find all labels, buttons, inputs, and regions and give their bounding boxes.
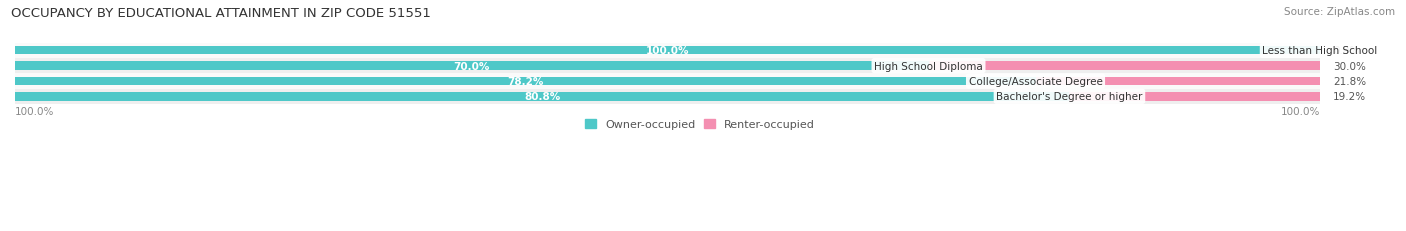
- Text: 0.0%: 0.0%: [1333, 46, 1360, 56]
- Text: 21.8%: 21.8%: [1333, 77, 1367, 87]
- Bar: [15, 47, 1320, 55]
- Text: 70.0%: 70.0%: [454, 61, 489, 71]
- Legend: Owner-occupied, Renter-occupied: Owner-occupied, Renter-occupied: [581, 115, 820, 134]
- Bar: [15, 62, 928, 70]
- Bar: [15, 74, 1320, 89]
- Bar: [928, 62, 1320, 70]
- Text: College/Associate Degree: College/Associate Degree: [969, 77, 1102, 87]
- Bar: [15, 93, 1070, 101]
- Bar: [1070, 93, 1320, 101]
- Text: 100.0%: 100.0%: [1281, 106, 1320, 116]
- Text: 100.0%: 100.0%: [15, 106, 55, 116]
- Text: Source: ZipAtlas.com: Source: ZipAtlas.com: [1284, 7, 1395, 17]
- Bar: [15, 59, 1320, 74]
- Text: Less than High School: Less than High School: [1263, 46, 1378, 56]
- Text: 100.0%: 100.0%: [645, 46, 689, 56]
- Bar: [15, 89, 1320, 104]
- Text: 80.8%: 80.8%: [524, 92, 561, 102]
- Bar: [15, 43, 1320, 59]
- Text: 19.2%: 19.2%: [1333, 92, 1367, 102]
- Text: 78.2%: 78.2%: [508, 77, 544, 87]
- Text: High School Diploma: High School Diploma: [875, 61, 983, 71]
- Bar: [1036, 77, 1320, 86]
- Text: OCCUPANCY BY EDUCATIONAL ATTAINMENT IN ZIP CODE 51551: OCCUPANCY BY EDUCATIONAL ATTAINMENT IN Z…: [11, 7, 432, 20]
- Text: Bachelor's Degree or higher: Bachelor's Degree or higher: [997, 92, 1143, 102]
- Text: 30.0%: 30.0%: [1333, 61, 1367, 71]
- Bar: [15, 77, 1036, 86]
